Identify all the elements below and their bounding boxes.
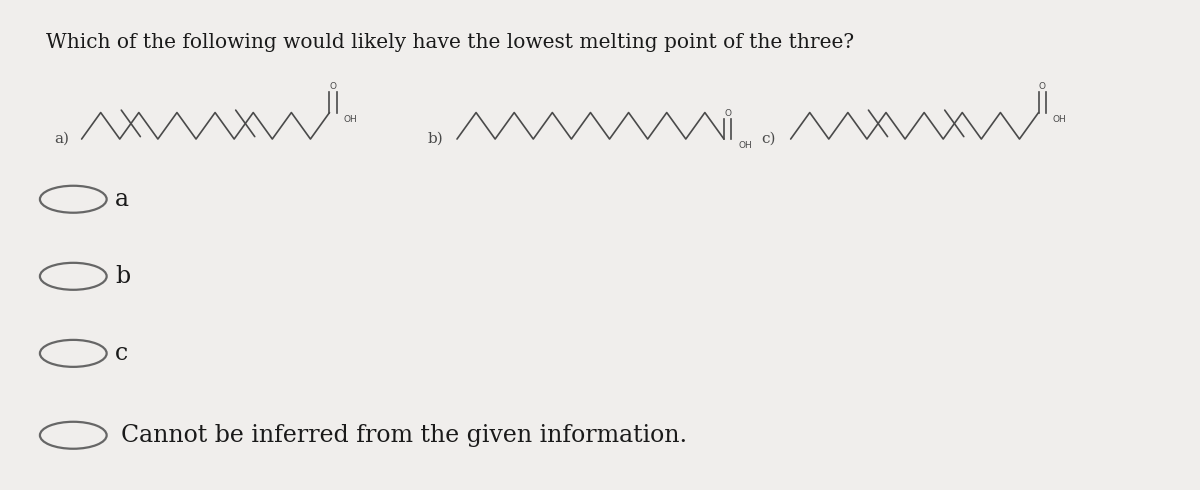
Text: OH: OH [343,115,358,124]
Text: O: O [330,82,336,91]
Text: c: c [115,342,128,365]
Text: Cannot be inferred from the given information.: Cannot be inferred from the given inform… [121,424,688,447]
Text: Which of the following would likely have the lowest melting point of the three?: Which of the following would likely have… [46,33,854,52]
Text: OH: OH [738,142,752,150]
Text: a: a [115,188,128,211]
Text: b): b) [427,132,443,146]
Text: b: b [115,265,130,288]
Text: c): c) [761,132,775,146]
Text: OH: OH [1052,115,1067,124]
Text: a): a) [54,132,70,146]
Text: O: O [1039,82,1045,91]
Text: O: O [724,108,731,118]
